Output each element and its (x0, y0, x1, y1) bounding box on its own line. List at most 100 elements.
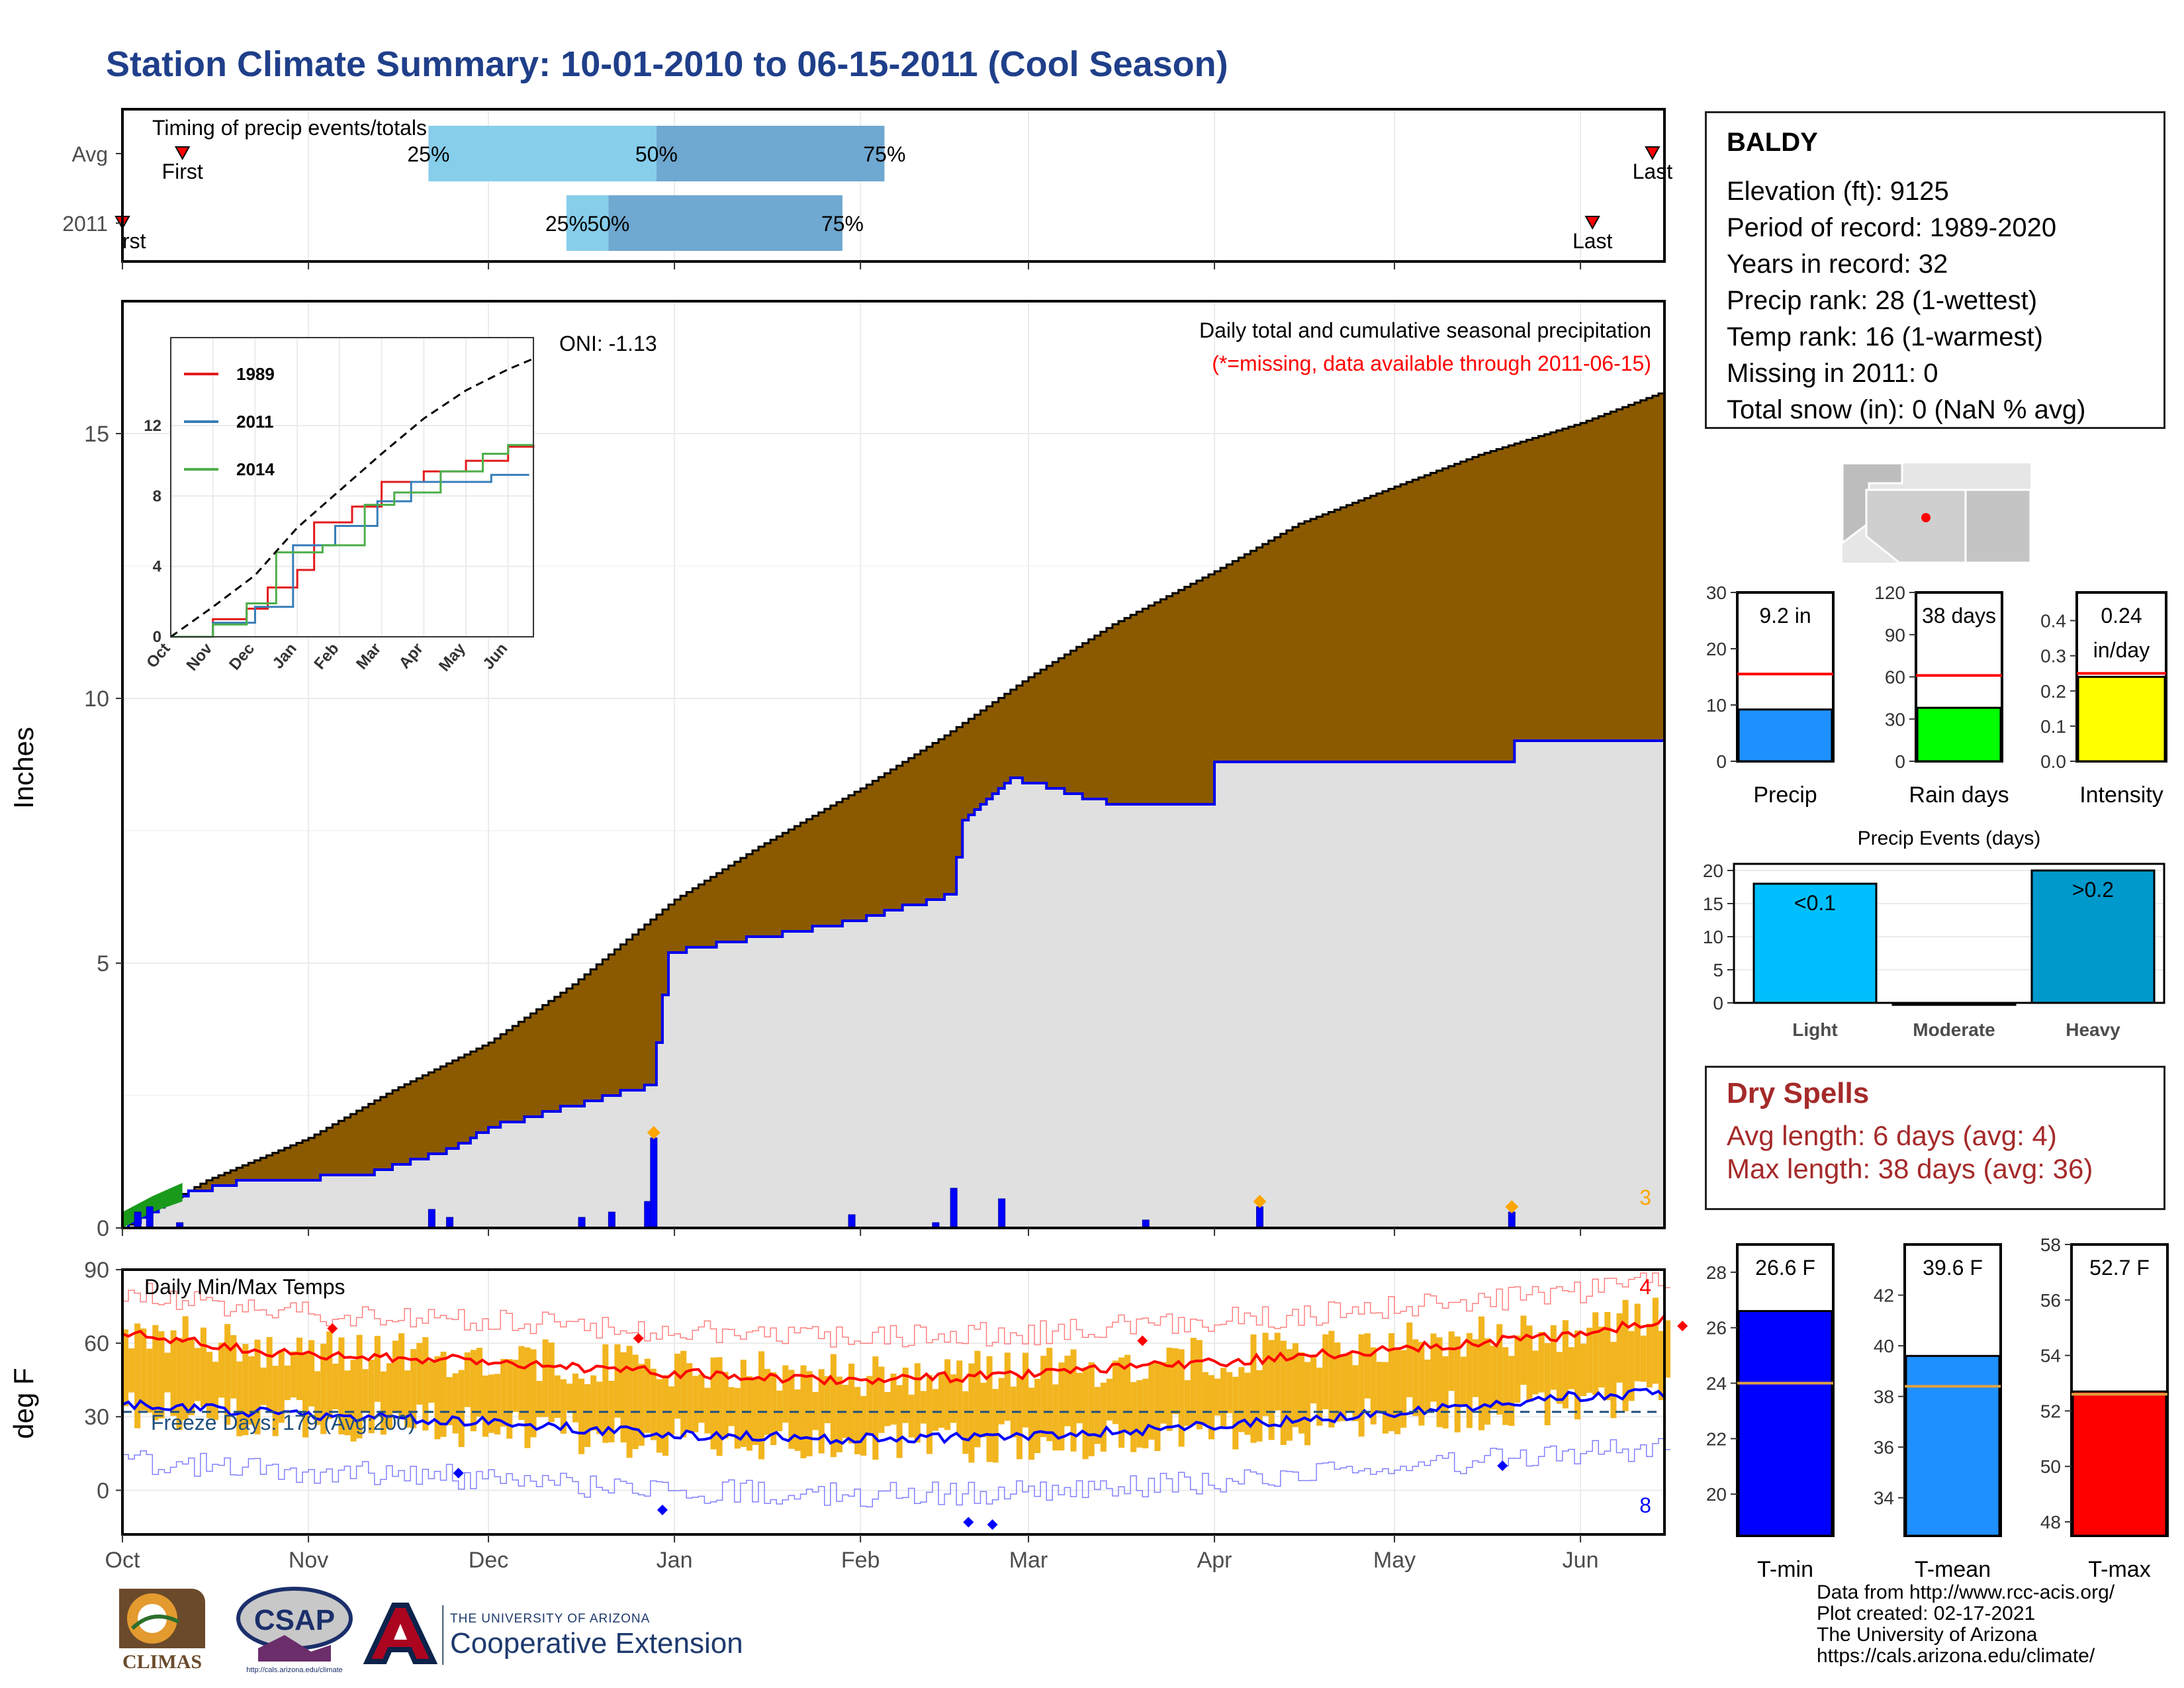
temp-daily-bar (1388, 1333, 1395, 1432)
temp-daily-bar (1424, 1359, 1431, 1411)
station-elevation: Elevation (ft): 9125 (1727, 177, 1949, 206)
temp-daily-bar (824, 1376, 831, 1423)
t-max-y-tick-label: 50 (2040, 1456, 2061, 1477)
temp-daily-bar (200, 1327, 206, 1407)
temp-daily-bar (1376, 1362, 1383, 1412)
temp-daily-bar (662, 1375, 669, 1456)
temp-daily-bar (1094, 1387, 1101, 1444)
temp-daily-bar (1598, 1327, 1605, 1388)
inset-border (170, 337, 534, 637)
temp-daily-bar (1382, 1362, 1388, 1434)
temp-daily-bar (1574, 1330, 1581, 1420)
temp-daily-bar (1106, 1378, 1113, 1421)
precip-daily-bar (1256, 1206, 1264, 1229)
temp-daily-bar (590, 1375, 597, 1431)
temp-daily-bar (272, 1366, 279, 1436)
temp-daily-bar (266, 1336, 273, 1411)
temp-daily-bar (884, 1391, 891, 1427)
climas-logo: CLIMAS (119, 1589, 205, 1673)
temp-daily-bar (452, 1373, 459, 1434)
timing-last-marker (1584, 216, 1600, 230)
temp-daily-bar (746, 1376, 752, 1451)
temp-daily-bar (938, 1374, 945, 1428)
dry-spells-title: Dry Spells (1727, 1077, 1870, 1109)
temp-daily-bar (914, 1363, 921, 1443)
temp-daily-bar (494, 1374, 501, 1434)
temp-daily-bar (1466, 1333, 1473, 1429)
temp-daily-bar (680, 1350, 687, 1438)
temp-daily-bar (1418, 1342, 1425, 1426)
precip-record-marker (1505, 1200, 1519, 1213)
temp-freeze-label: Freeze Days: 179 (Avg:200) (151, 1411, 416, 1434)
temp-daily-bar (536, 1381, 543, 1417)
temp-daily-bar (950, 1374, 957, 1423)
rain-days-bar (1916, 706, 2002, 763)
timing-bar-upper (608, 195, 842, 251)
temp-daily-bar (1202, 1372, 1208, 1425)
t-max-y-tick-label: 48 (2040, 1512, 2061, 1532)
temp-y-tick-label: 60 (84, 1331, 109, 1356)
station-name: BALDY (1727, 128, 1818, 157)
temp-daily-bar (422, 1337, 429, 1430)
precip-y-tick-label: 0 (97, 1216, 109, 1241)
temp-daily-bar (1580, 1343, 1587, 1397)
csap-logo: CSAP http://cals.arizona.edu/climate (236, 1587, 353, 1674)
temp-daily-bar (584, 1383, 591, 1447)
temp-daily-bar (1310, 1357, 1317, 1404)
precip-daily-bar (998, 1198, 1006, 1229)
temp-daily-bar (698, 1374, 705, 1423)
credit-university: The University of Arizona (1817, 1624, 2038, 1646)
events-y-tick-label: 20 (1703, 861, 1723, 881)
temp-x-tick-label: Mar (1009, 1548, 1048, 1573)
temp-daily-bar (920, 1391, 927, 1424)
dry-spells-avg: Avg length: 6 days (avg: 4) (1727, 1120, 2057, 1151)
temp-daily-bar (1058, 1362, 1065, 1451)
temp-daily-bar (716, 1357, 723, 1456)
timing-last-label: Last (1572, 229, 1613, 253)
t-max-category-label: T-max (2088, 1557, 2150, 1582)
temp-daily-bar (896, 1385, 903, 1458)
temp-x-tick-label: Oct (105, 1548, 140, 1573)
temp-daily-bar (1304, 1362, 1311, 1446)
temp-daily-bar (620, 1352, 627, 1443)
temp-daily-bar (188, 1339, 195, 1415)
timing-p75-label: 75% (863, 142, 905, 166)
temp-daily-bar (554, 1375, 561, 1418)
temp-daily-bar (1442, 1356, 1449, 1429)
inset-oni-label: ONI: -1.13 (559, 332, 657, 355)
timing-last-label: Last (1633, 160, 1673, 183)
temp-daily-bar (962, 1391, 969, 1454)
temp-daily-bar (1292, 1343, 1298, 1427)
temp-daily-bar (1490, 1345, 1497, 1410)
temp-daily-bar (980, 1382, 987, 1438)
precip-total-bar (1737, 708, 1833, 763)
temp-daily-bar (902, 1367, 909, 1423)
temp-daily-bar (482, 1375, 489, 1437)
temp-daily-bar (1604, 1311, 1611, 1401)
temp-daily-bar (1328, 1331, 1335, 1428)
rain-days-y-tick-label: 0 (1895, 751, 1905, 772)
precip-daily-bar (146, 1206, 154, 1229)
inset-y-label: 8 (153, 487, 161, 505)
intensity-y-tick-label: 0.2 (2040, 681, 2066, 702)
rain-days-y-tick-label: 60 (1885, 667, 1905, 688)
temp-daily-bar (740, 1360, 747, 1447)
t-mean-y-tick-label: 38 (1874, 1387, 1894, 1407)
temp-daily-bar (932, 1389, 938, 1431)
temp-daily-bar (1544, 1342, 1551, 1426)
timing-p50-label: 50% (635, 142, 678, 166)
events-category-label: Moderate (1913, 1019, 1995, 1040)
temp-daily-bar (1190, 1337, 1197, 1425)
temp-daily-bar (602, 1344, 609, 1443)
credit-data-source: Data from http://www.rcc-acis.org/ (1817, 1581, 2115, 1603)
temp-daily-bar (956, 1360, 963, 1436)
temp-daily-bar (320, 1343, 327, 1434)
temp-daily-bar (464, 1352, 471, 1407)
temp-daily-bar (1232, 1376, 1239, 1450)
temp-daily-bar (1130, 1382, 1137, 1452)
temp-x-tick-label: Apr (1197, 1548, 1232, 1573)
temp-daily-bar (500, 1358, 507, 1427)
temp-daily-bar (290, 1351, 296, 1398)
temp-daily-bar (284, 1365, 291, 1401)
temp-daily-bar (1496, 1324, 1503, 1415)
